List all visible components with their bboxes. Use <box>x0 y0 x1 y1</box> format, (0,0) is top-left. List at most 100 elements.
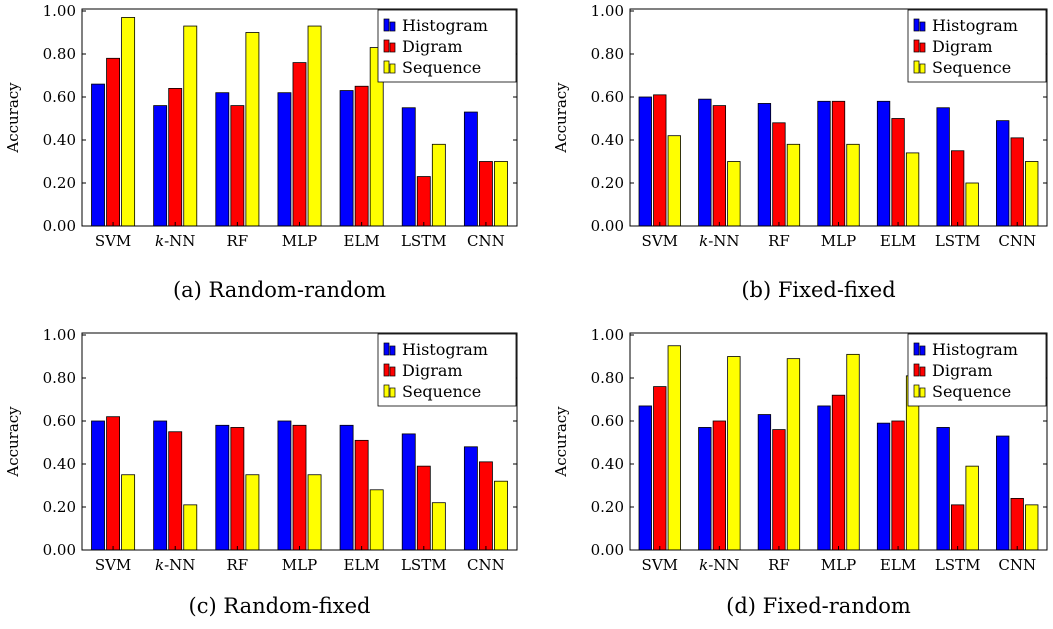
bar-sequence-svm <box>667 135 681 227</box>
bar-digram-cnn <box>479 161 493 227</box>
legend-swatch <box>389 63 396 74</box>
x-tick-label: RF <box>768 556 790 574</box>
bar-histogram-svm <box>91 420 105 551</box>
x-tick-label: LSTM <box>935 556 981 574</box>
bar-digram-k-nn <box>712 420 727 551</box>
panel-caption: (d) Fixed-random <box>726 594 911 618</box>
bar-digram-lstm <box>950 150 965 227</box>
x-tick-label: k-NN <box>155 232 195 250</box>
bar-digram-rf <box>230 427 245 551</box>
legend-swatch <box>389 42 396 53</box>
bar-digram-mlp <box>292 62 307 227</box>
bar-histogram-svm <box>638 96 652 227</box>
bar-digram-lstm <box>950 504 965 551</box>
bar-histogram-lstm <box>936 427 950 551</box>
bar-histogram-rf <box>215 92 230 227</box>
y-tick-label: 0.80 <box>591 369 624 387</box>
legend-swatch <box>913 39 920 53</box>
legend-swatch <box>383 363 390 377</box>
x-tick-label: RF <box>227 556 249 574</box>
bar-digram-k-nn <box>168 431 183 551</box>
bar-digram-rf <box>772 122 786 227</box>
x-tick-label: MLP <box>821 556 856 574</box>
y-tick-label: 0.60 <box>591 88 624 106</box>
y-tick-label: 0.60 <box>43 88 76 106</box>
y-tick-label: 0.40 <box>591 131 624 149</box>
y-tick-label: 1.00 <box>43 2 76 20</box>
legend-swatch <box>919 63 926 74</box>
bar-histogram-svm <box>638 405 652 551</box>
legend-swatch <box>383 60 390 74</box>
legend-box <box>907 333 1047 407</box>
legend-swatch <box>913 342 920 356</box>
y-axis-label: Accuracy <box>552 82 570 154</box>
bar-histogram-rf <box>757 103 772 227</box>
panel-caption: (b) Fixed-fixed <box>741 278 895 302</box>
x-tick-label: MLP <box>821 232 856 250</box>
x-tick-label: SVM <box>642 556 678 574</box>
bar-histogram-rf <box>757 414 772 551</box>
legend-swatch <box>389 21 396 32</box>
bar-sequence-cnn <box>1025 504 1039 551</box>
y-tick-label: 0.00 <box>43 217 76 235</box>
x-tick-label: SVM <box>95 232 131 250</box>
bar-digram-elm <box>891 118 905 227</box>
legend-swatch <box>389 387 396 398</box>
y-tick-label: 0.80 <box>591 45 624 63</box>
x-tick-label: CNN <box>467 556 505 574</box>
legend-swatch <box>383 342 390 356</box>
bar-digram-elm <box>354 439 369 551</box>
y-tick-label: 0.00 <box>591 217 624 235</box>
bar-sequence-elm <box>369 489 384 551</box>
bar-histogram-svm <box>91 83 105 227</box>
y-tick-label: 0.60 <box>43 412 76 430</box>
bar-digram-svm <box>106 416 120 551</box>
bar-sequence-cnn <box>1025 161 1039 227</box>
bar-histogram-lstm <box>401 107 416 227</box>
x-tick-label: CNN <box>998 556 1036 574</box>
x-tick-label: LSTM <box>401 556 447 574</box>
legend-label: Digram <box>932 37 993 56</box>
x-tick-label: ELM <box>880 232 916 250</box>
legend-swatch <box>383 18 390 32</box>
bar-histogram-elm <box>339 90 354 227</box>
legend-label: Histogram <box>932 16 1018 35</box>
bar-histogram-k-nn <box>698 98 712 227</box>
bar-histogram-rf <box>215 424 230 551</box>
bar-digram-svm <box>653 94 667 227</box>
x-tick-label: LSTM <box>401 232 447 250</box>
x-tick-label: CNN <box>998 232 1036 250</box>
legend-swatch <box>913 60 920 74</box>
bar-sequence-k-nn <box>183 504 198 551</box>
y-tick-label: 0.20 <box>43 174 76 192</box>
x-tick-label: k-NN <box>699 556 739 574</box>
legend-box <box>907 9 1047 83</box>
x-tick-label: ELM <box>344 232 380 250</box>
bar-histogram-mlp <box>817 100 831 227</box>
bar-histogram-cnn <box>463 111 478 227</box>
bar-digram-svm <box>106 57 120 227</box>
legend-box <box>377 333 517 407</box>
y-tick-label: 1.00 <box>43 326 76 344</box>
legend-swatch <box>919 42 926 53</box>
legend-swatch <box>919 21 926 32</box>
legend-label: Digram <box>402 361 463 380</box>
y-tick-label: 0.60 <box>591 412 624 430</box>
bar-histogram-lstm <box>401 433 416 551</box>
bar-digram-elm <box>891 420 905 551</box>
legend-swatch <box>919 366 926 377</box>
x-tick-label: MLP <box>282 556 317 574</box>
x-tick-label: LSTM <box>935 232 981 250</box>
legend-swatch <box>383 39 390 53</box>
bar-sequence-lstm <box>965 465 979 551</box>
legend-swatch <box>389 366 396 377</box>
x-tick-label: CNN <box>467 232 505 250</box>
bar-sequence-mlp <box>846 143 860 227</box>
bar-sequence-rf <box>245 32 260 227</box>
legend-box <box>377 9 517 83</box>
y-axis-label: Accuracy <box>4 406 22 478</box>
bar-histogram-mlp <box>817 405 831 551</box>
bar-digram-mlp <box>831 394 846 551</box>
panel-caption: (a) Random-random <box>173 278 386 302</box>
bar-digram-cnn <box>1010 137 1024 227</box>
